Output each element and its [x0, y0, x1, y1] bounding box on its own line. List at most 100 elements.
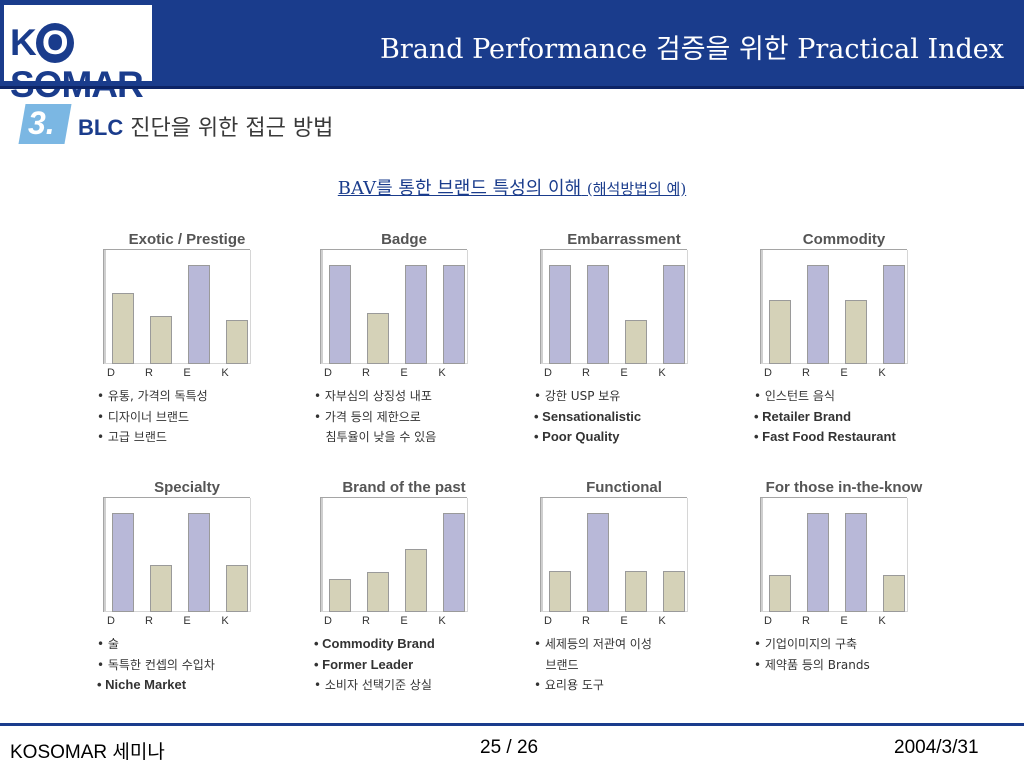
bar-R: [587, 265, 609, 364]
tick-label-K: K: [658, 367, 666, 379]
tick-label-R: R: [802, 615, 810, 627]
chart-title: For those in-the-know: [765, 479, 923, 496]
tick-label-E: E: [620, 367, 628, 379]
tick-label-R: R: [802, 367, 810, 379]
tick-label-E: E: [183, 615, 191, 627]
bullet-item: • 기업이미지의 구축: [754, 637, 858, 651]
bar-E: [845, 300, 867, 364]
bar-E: [405, 549, 427, 612]
bullet-item: • Former Leader: [314, 656, 414, 672]
slide-subtitle: BAV를 통한 브랜드 특성의 이해 (해석방법의 예): [0, 174, 1024, 200]
tick-label-D: D: [544, 615, 552, 627]
plot-area: [760, 249, 908, 364]
bar-R: [807, 265, 829, 364]
bullet-list: • 유통, 가격의 독특성 • 디자이너 브랜드 • 고급 브랜드: [97, 386, 297, 448]
bullet-item: • 디자이너 브랜드: [97, 409, 189, 424]
bar-K: [443, 513, 465, 612]
chart-title: Brand of the past: [342, 479, 466, 496]
tick-label-D: D: [764, 367, 772, 379]
bar-K: [443, 265, 465, 364]
bullet-item: • 강한 USP 보유: [534, 389, 621, 403]
bullet-item: • 소비자 선택기준 상실: [314, 678, 432, 692]
bullet-item: • Commodity Brand: [314, 636, 435, 651]
tick-label-K: K: [221, 615, 229, 627]
chart-title: Functional: [586, 479, 662, 496]
bar-E: [845, 513, 867, 612]
kosomar-logo: K OSOMAR: [4, 5, 152, 105]
tick-label-E: E: [620, 615, 628, 627]
bullet-list: • 세제등의 저관여 이성 브랜드 • 요리용 도구: [534, 634, 734, 696]
bullet-item: • 가격 등의 제한으로: [314, 409, 421, 424]
subtitle-note: (해석방법의 예): [586, 180, 687, 198]
plot-area: [103, 497, 251, 612]
chart-title: Badge: [381, 231, 427, 248]
tick-label-D: D: [107, 367, 115, 379]
plot-area: [320, 249, 468, 364]
bar-K: [883, 265, 905, 364]
bar-D: [329, 265, 351, 364]
bullet-list: • 강한 USP 보유 • Sensationalistic • Poor Qual…: [534, 386, 734, 448]
bullet-item: • 술: [97, 637, 119, 651]
tick-label-K: K: [878, 367, 886, 379]
bar-D: [549, 265, 571, 364]
bullet-item: • 고급 브랜드: [97, 430, 167, 444]
tick-label-E: E: [840, 367, 848, 379]
bullet-list: • 인스턴트 음식 • Retailer Brand • Fast Food Res…: [754, 386, 954, 448]
tick-label-K: K: [438, 367, 446, 379]
bullet-item: • 요리용 도구: [534, 678, 604, 692]
bar-K: [226, 320, 248, 364]
tick-label-D: D: [324, 367, 332, 379]
tick-label-E: E: [840, 615, 848, 627]
chart-title: Exotic / Prestige: [128, 231, 246, 248]
section-number: 3.: [28, 105, 55, 141]
tick-label-E: E: [400, 615, 408, 627]
bar-K: [226, 565, 248, 612]
plot-area: [760, 497, 908, 612]
bullet-item: • 인스턴트 음식: [754, 389, 835, 403]
tick-label-R: R: [145, 615, 153, 627]
plot-area: [103, 249, 251, 364]
tick-label-D: D: [324, 615, 332, 627]
tick-label-E: E: [183, 367, 191, 379]
tick-label-D: D: [544, 367, 552, 379]
bullet-item: 침투율이 낮을 수 있음: [314, 430, 437, 444]
bar-K: [883, 575, 905, 612]
logo-wordmark: K OSOMAR: [10, 22, 144, 105]
tick-label-R: R: [362, 615, 370, 627]
section-title-rest: 진단을 위한 접근 방법: [123, 116, 334, 141]
bar-K: [663, 265, 685, 364]
bar-R: [367, 572, 389, 612]
bar-R: [807, 513, 829, 612]
footer-date: 2004/3/31: [894, 737, 979, 758]
page-number: 25 / 26: [480, 737, 539, 758]
tick-label-R: R: [145, 367, 153, 379]
bar-D: [769, 300, 791, 364]
bar-D: [329, 579, 351, 612]
bar-E: [188, 265, 210, 364]
bullet-item: • 유통, 가격의 독특성: [97, 389, 208, 403]
bar-D: [549, 571, 571, 612]
footer-left: KOSOMAR 세미나: [10, 742, 165, 763]
bullet-item: • Poor Quality: [534, 429, 620, 444]
footer-divider: [0, 723, 1024, 726]
bullet-list: • 술 • 독특한 컨셉의 수입차 • Niche Market: [97, 634, 297, 696]
bullet-item: • 독특한 컨셉의 수입차: [97, 657, 215, 672]
tick-label-K: K: [221, 367, 229, 379]
bullet-item: • Sensationalistic: [534, 408, 642, 424]
bullet-item: • 세제등의 저관여 이성: [534, 637, 652, 651]
plot-area: [320, 497, 468, 612]
tick-label-R: R: [582, 367, 590, 379]
bar-R: [150, 316, 172, 364]
bullet-item: • Retailer Brand: [754, 408, 852, 424]
bar-D: [112, 293, 134, 364]
bar-D: [769, 575, 791, 612]
plot-area: [540, 497, 688, 612]
bar-D: [112, 513, 134, 612]
subtitle-main: BAV를 통한 브랜드 특성의 이해: [337, 178, 582, 199]
bullet-item: • 제약품 등의 Brands: [754, 657, 870, 672]
bar-E: [405, 265, 427, 364]
chart-title: Commodity: [802, 231, 886, 248]
bar-E: [188, 513, 210, 612]
bar-E: [625, 571, 647, 612]
tick-label-K: K: [438, 615, 446, 627]
